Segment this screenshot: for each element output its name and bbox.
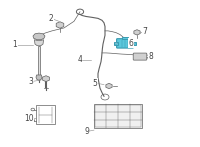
Text: 5: 5 [93, 78, 97, 88]
Polygon shape [43, 76, 49, 82]
FancyBboxPatch shape [133, 53, 147, 60]
Bar [114, 42, 118, 45]
Circle shape [115, 43, 117, 44]
Polygon shape [33, 33, 45, 40]
Circle shape [31, 119, 35, 122]
Polygon shape [34, 40, 44, 46]
Polygon shape [106, 83, 112, 89]
Text: 7: 7 [143, 27, 147, 36]
Text: 3: 3 [29, 77, 33, 86]
Text: 2: 2 [49, 14, 53, 23]
Bar [132, 42, 136, 45]
Polygon shape [36, 75, 42, 80]
Text: 8: 8 [149, 52, 153, 61]
Text: 10: 10 [24, 114, 34, 123]
Text: 6: 6 [129, 39, 133, 48]
Bar [94, 104, 142, 128]
Polygon shape [134, 30, 140, 35]
Circle shape [31, 108, 35, 111]
Bar [36, 105, 55, 124]
Bar [38, 46, 40, 75]
Bar [122, 37, 128, 39]
Polygon shape [56, 22, 64, 28]
Bar [95, 105, 141, 127]
Text: 1: 1 [13, 40, 17, 49]
Text: 4: 4 [78, 55, 82, 64]
Text: 9: 9 [85, 127, 89, 136]
Circle shape [133, 43, 135, 44]
FancyBboxPatch shape [117, 39, 133, 48]
